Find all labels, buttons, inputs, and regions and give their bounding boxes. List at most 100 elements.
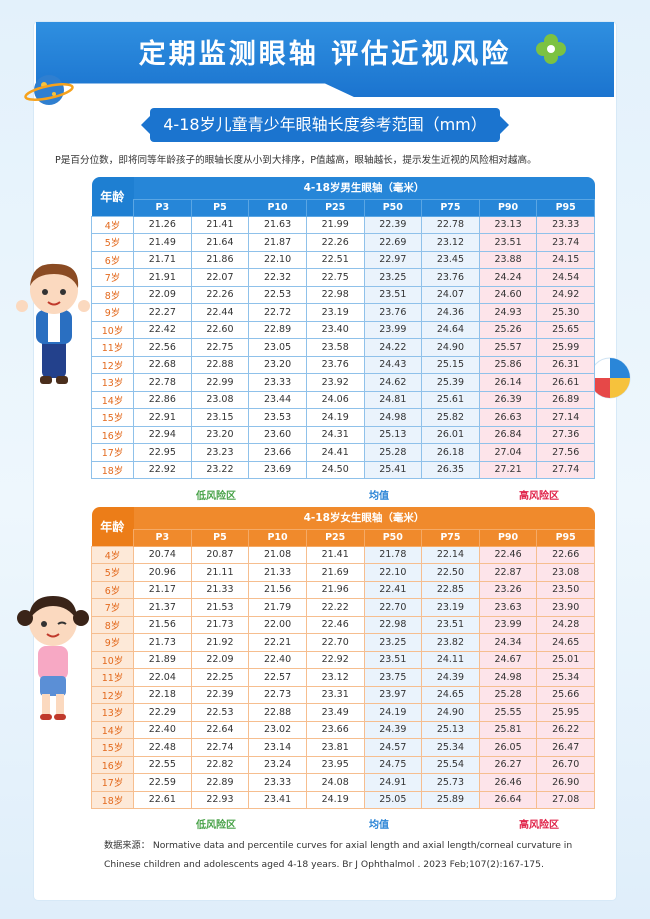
value-cell: 24.08 xyxy=(305,773,365,792)
value-cell: 22.00 xyxy=(248,615,307,634)
value-cell: 22.64 xyxy=(190,720,250,739)
value-cell: 26.18 xyxy=(421,443,480,462)
value-cell: 23.90 xyxy=(536,598,595,617)
value-cell: 21.41 xyxy=(305,545,365,564)
table-row: 5岁 20.96 21.11 21.33 21.69 22.10 22.50 22.87 23.… xyxy=(91,563,595,582)
girl-illustration xyxy=(17,596,89,720)
value-cell: 23.20 xyxy=(190,425,250,444)
value-cell: 25.34 xyxy=(421,738,480,757)
table-row: 5岁 21.49 21.64 21.87 22.26 22.69 23.12 23.51 23.… xyxy=(91,233,595,252)
value-cell: 21.99 xyxy=(305,215,365,234)
value-cell: 24.81 xyxy=(363,390,423,409)
value-cell: 23.44 xyxy=(248,390,307,409)
value-cell: 21.11 xyxy=(190,563,250,582)
value-cell: 22.40 xyxy=(133,720,192,739)
age-cell: 5岁 xyxy=(91,563,134,582)
value-cell: 23.51 xyxy=(421,615,480,634)
age-cell: 10岁 xyxy=(91,650,134,669)
value-cell: 23.40 xyxy=(305,320,365,339)
value-cell: 22.98 xyxy=(305,285,365,304)
value-cell: 27.56 xyxy=(536,443,595,462)
value-cell: 23.12 xyxy=(305,668,365,687)
value-cell: 27.21 xyxy=(478,460,538,479)
value-cell: 23.49 xyxy=(305,703,365,722)
value-cell: 24.43 xyxy=(363,355,423,374)
table-row: 15岁 22.91 23.15 23.53 24.19 24.98 25.82 26.63 27… xyxy=(91,408,595,427)
value-cell: 22.88 xyxy=(248,703,307,722)
value-cell: 24.60 xyxy=(478,285,538,304)
value-cell: 22.25 xyxy=(190,668,250,687)
table-row: 7岁 21.37 21.53 21.79 22.22 22.70 23.19 23.63 23.… xyxy=(91,598,595,617)
table-row: 17岁 22.95 23.23 23.66 24.41 25.28 26.18 27.04 27… xyxy=(91,443,595,462)
value-cell: 26.39 xyxy=(478,390,538,409)
value-cell: 24.93 xyxy=(478,303,538,322)
age-cell: 10岁 xyxy=(91,320,134,339)
value-cell: 25.26 xyxy=(478,320,538,339)
value-cell: 25.41 xyxy=(363,460,423,479)
value-cell: 25.81 xyxy=(478,720,538,739)
value-cell: 23.69 xyxy=(248,460,307,479)
value-cell: 21.41 xyxy=(190,215,250,234)
age-cell: 15岁 xyxy=(91,738,134,757)
value-cell: 24.90 xyxy=(421,338,480,357)
value-cell: 24.24 xyxy=(478,268,538,287)
value-cell: 25.66 xyxy=(536,685,595,704)
value-cell: 24.75 xyxy=(363,755,423,774)
value-cell: 22.39 xyxy=(190,685,250,704)
value-cell: 22.50 xyxy=(421,563,480,582)
value-cell: 26.01 xyxy=(421,425,480,444)
percentile-header: P3 xyxy=(133,528,192,547)
value-cell: 21.53 xyxy=(190,598,250,617)
value-cell: 23.33 xyxy=(248,773,307,792)
value-cell: 27.04 xyxy=(478,443,538,462)
intro-text: P是百分位数，即将同等年龄孩子的眼轴长度从小到大排序，P值越高，眼轴越长，提示发… xyxy=(55,155,537,166)
value-cell: 22.26 xyxy=(305,233,365,252)
value-cell: 24.91 xyxy=(363,773,423,792)
value-cell: 21.92 xyxy=(190,633,250,652)
value-cell: 22.42 xyxy=(133,320,192,339)
value-cell: 21.96 xyxy=(305,580,365,599)
value-cell: 23.92 xyxy=(305,373,365,392)
value-cell: 23.76 xyxy=(363,303,423,322)
value-cell: 21.73 xyxy=(133,633,192,652)
value-cell: 24.65 xyxy=(536,633,595,652)
value-cell: 24.39 xyxy=(363,720,423,739)
value-cell: 23.15 xyxy=(190,408,250,427)
value-cell: 23.99 xyxy=(363,320,423,339)
value-cell: 25.28 xyxy=(478,685,538,704)
value-cell: 22.40 xyxy=(248,650,307,669)
age-cell: 5岁 xyxy=(91,233,134,252)
value-cell: 22.88 xyxy=(190,355,250,374)
value-cell: 22.32 xyxy=(248,268,307,287)
value-cell: 23.24 xyxy=(248,755,307,774)
value-cell: 25.57 xyxy=(478,338,538,357)
value-cell: 25.89 xyxy=(421,790,480,809)
value-cell: 22.60 xyxy=(190,320,250,339)
table-row: 10岁 22.42 22.60 22.89 23.40 23.99 24.64 25.26 25… xyxy=(91,320,595,339)
page-title: 定期监测眼轴 评估近视风险 xyxy=(138,39,512,70)
percentile-header: P3 xyxy=(133,198,192,217)
value-cell: 23.22 xyxy=(190,460,250,479)
table-row: 15岁 22.48 22.74 23.14 23.81 24.57 25.34 26.05 26… xyxy=(91,738,595,757)
value-cell: 26.63 xyxy=(478,408,538,427)
value-cell: 24.39 xyxy=(421,668,480,687)
value-cell: 26.14 xyxy=(478,373,538,392)
value-cell: 22.75 xyxy=(305,268,365,287)
girls-axial-length-table: 年龄 4-18岁女生眼轴（毫米） P3 P5 P10 P25 P50 P75 P90 P95 … xyxy=(91,507,595,809)
value-cell: 23.05 xyxy=(248,338,307,357)
table-row: 12岁 22.68 22.88 23.20 23.76 24.43 25.15 25.86 26… xyxy=(91,355,595,374)
value-cell: 22.78 xyxy=(133,373,192,392)
value-cell: 23.41 xyxy=(248,790,307,809)
value-cell: 22.70 xyxy=(363,598,423,617)
value-cell: 25.86 xyxy=(478,355,538,374)
age-cell: 6岁 xyxy=(91,250,134,269)
table-row: 8岁 22.09 22.26 22.53 22.98 23.51 24.07 24.60 24.… xyxy=(91,285,595,304)
age-cell: 16岁 xyxy=(91,425,134,444)
value-cell: 24.34 xyxy=(478,633,538,652)
boys-risk-legend: 低风险区 均值 高风险区 xyxy=(91,487,595,502)
value-cell: 25.99 xyxy=(536,338,595,357)
value-cell: 22.97 xyxy=(363,250,423,269)
age-cell: 11岁 xyxy=(91,338,134,357)
value-cell: 23.63 xyxy=(478,598,538,617)
value-cell: 23.66 xyxy=(305,720,365,739)
